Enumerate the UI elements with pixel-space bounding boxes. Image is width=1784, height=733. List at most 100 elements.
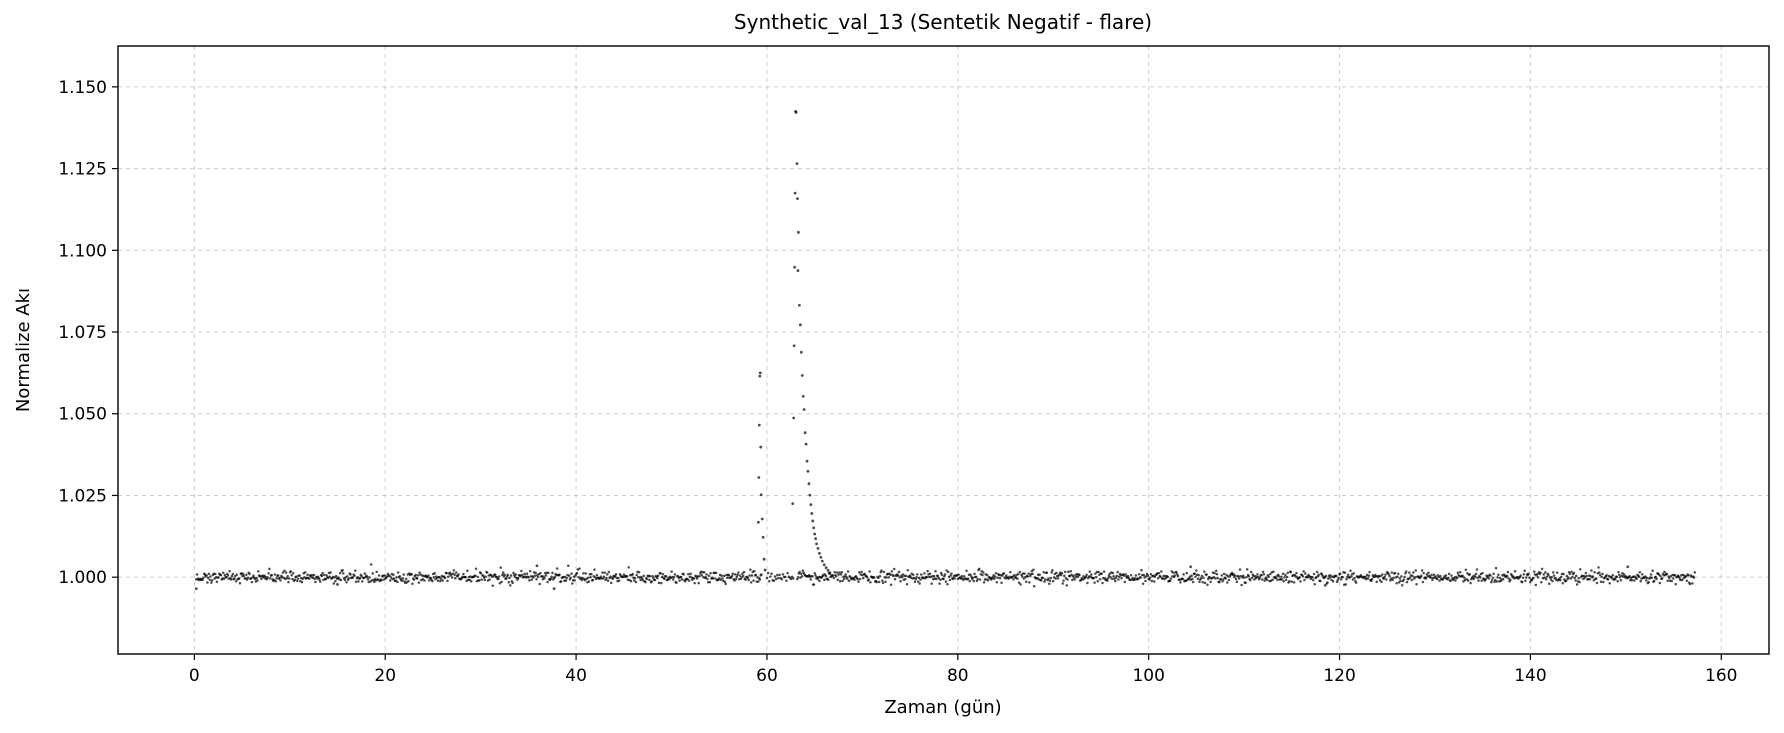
data-point <box>1066 578 1069 581</box>
data-point <box>1086 581 1089 585</box>
data-point <box>255 576 258 580</box>
data-point <box>593 568 596 571</box>
data-point <box>679 575 683 579</box>
data-point <box>1622 573 1626 576</box>
data-point <box>827 578 830 582</box>
data-point <box>1582 577 1585 581</box>
data-point <box>692 577 696 580</box>
x-tick-label: 140 <box>1514 666 1546 686</box>
data-point <box>1519 574 1522 577</box>
data-point <box>672 575 676 579</box>
data-point <box>981 573 984 577</box>
data-point <box>1562 572 1565 576</box>
data-point <box>1023 572 1026 575</box>
data-point <box>1260 573 1263 577</box>
data-point <box>648 578 651 582</box>
data-point <box>549 577 553 581</box>
data-point <box>916 580 920 583</box>
data-point <box>1539 571 1542 574</box>
data-point <box>590 572 593 576</box>
data-point <box>388 579 392 582</box>
data-point <box>1528 576 1531 579</box>
data-point <box>639 578 642 582</box>
data-point <box>774 577 778 581</box>
data-point <box>395 576 398 579</box>
data-point <box>918 582 921 585</box>
data-point <box>993 577 996 580</box>
data-point <box>609 581 613 585</box>
data-point <box>552 587 556 591</box>
data-point <box>1311 575 1314 579</box>
data-point <box>1492 572 1495 576</box>
data-point <box>546 580 549 584</box>
data-point <box>652 576 655 580</box>
data-point <box>266 576 270 579</box>
data-point <box>1106 579 1109 582</box>
data-point <box>978 567 981 571</box>
data-point <box>897 570 901 574</box>
data-point <box>726 576 729 580</box>
data-point <box>1670 579 1673 583</box>
data-point <box>1658 581 1662 585</box>
data-point <box>645 577 649 581</box>
data-point <box>1301 575 1305 578</box>
data-point <box>1645 579 1648 582</box>
data-point <box>1368 570 1371 574</box>
data-point <box>544 574 548 577</box>
data-point <box>1413 576 1417 579</box>
data-point <box>720 574 723 577</box>
data-point <box>1017 581 1021 584</box>
data-point <box>268 567 271 571</box>
data-point <box>534 571 537 575</box>
data-point <box>411 582 414 585</box>
data-point <box>809 578 813 581</box>
data-point <box>913 580 917 584</box>
data-point <box>404 577 408 581</box>
data-point <box>322 573 326 577</box>
data-point <box>1524 576 1528 579</box>
data-point <box>1124 573 1127 576</box>
data-point <box>402 573 405 576</box>
data-point <box>698 575 701 578</box>
data-point <box>535 564 539 568</box>
data-point <box>298 574 301 577</box>
data-point <box>226 574 230 577</box>
data-point <box>527 576 530 579</box>
data-point <box>936 574 940 578</box>
data-point <box>591 578 595 582</box>
data-point <box>753 569 756 573</box>
data-point <box>1561 582 1565 585</box>
data-point <box>633 579 636 582</box>
data-point <box>1644 575 1647 578</box>
data-point <box>314 580 317 584</box>
data-point <box>1599 580 1603 583</box>
data-point <box>1598 571 1601 574</box>
data-point <box>833 571 836 574</box>
data-point <box>1559 578 1562 582</box>
data-point <box>950 572 953 575</box>
data-point <box>501 573 504 576</box>
data-point <box>1343 571 1347 574</box>
data-point <box>1181 577 1185 581</box>
data-point <box>1600 575 1603 579</box>
data-point <box>671 578 675 581</box>
data-point <box>625 574 629 578</box>
data-point <box>1408 571 1411 574</box>
data-point <box>575 571 579 575</box>
data-point <box>1319 579 1322 583</box>
data-point <box>736 573 739 576</box>
data-point <box>1505 574 1509 578</box>
data-point <box>289 570 293 573</box>
data-point <box>881 581 885 585</box>
data-point <box>1169 577 1173 580</box>
data-point <box>1534 583 1538 587</box>
data-point <box>838 571 841 574</box>
data-point <box>1364 575 1367 579</box>
data-point <box>1206 577 1210 581</box>
data-point <box>543 577 546 580</box>
data-point <box>1203 581 1207 585</box>
data-point <box>656 574 660 577</box>
data-point <box>1228 575 1231 578</box>
data-point <box>219 573 223 577</box>
data-point <box>1094 575 1098 579</box>
